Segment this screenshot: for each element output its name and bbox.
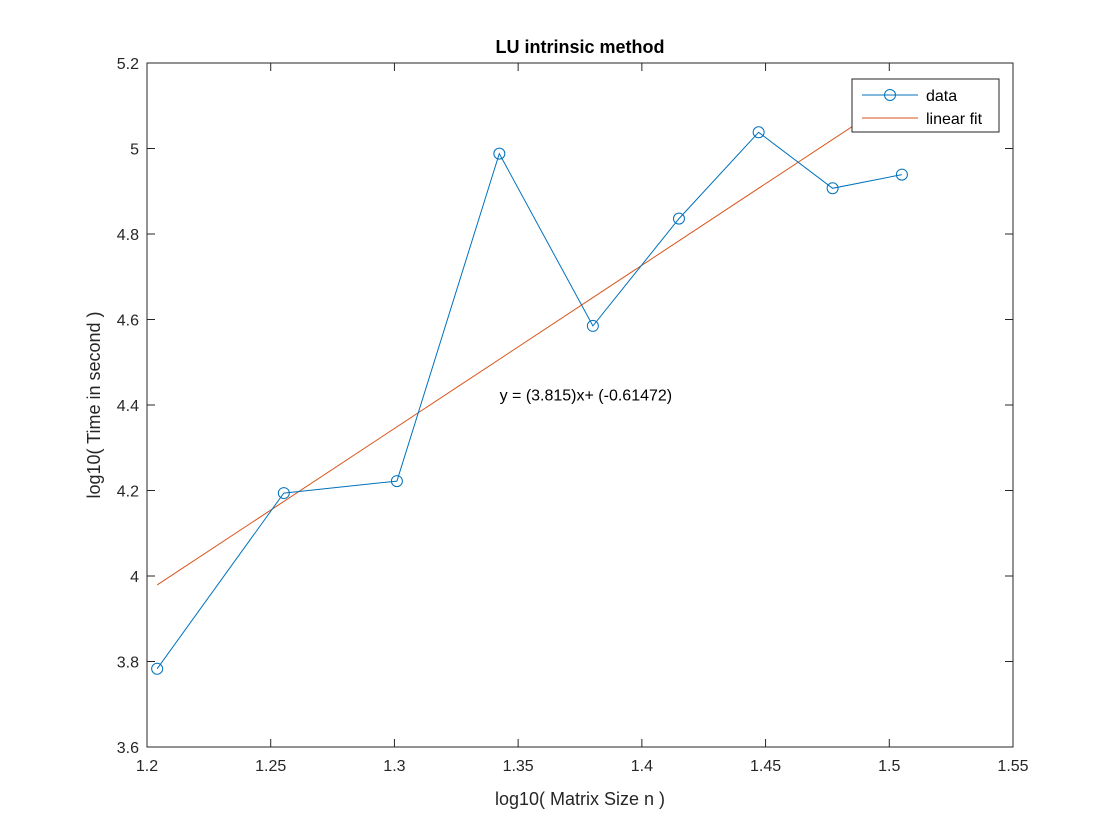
data-point-marker bbox=[390, 475, 403, 488]
series-line-linear-fit bbox=[156, 93, 903, 586]
y-tick-label: 4.4 bbox=[117, 398, 139, 415]
x-tick-label: 1.45 bbox=[750, 758, 781, 775]
x-tick-label: 1.4 bbox=[631, 758, 653, 775]
y-tick-label: 4.8 bbox=[117, 227, 139, 244]
y-tick-label: 5 bbox=[130, 142, 139, 159]
data-point-marker bbox=[493, 147, 506, 160]
y-tick-label: 4 bbox=[130, 569, 139, 586]
x-tick-label: 1.2 bbox=[136, 758, 158, 775]
legend-label-data: data bbox=[926, 88, 957, 105]
x-tick-label: 1.55 bbox=[997, 758, 1028, 775]
data-point-marker bbox=[586, 319, 599, 332]
data-point-marker bbox=[752, 126, 765, 139]
y-tick-label: 3.8 bbox=[117, 655, 139, 672]
x-tick-label: 1.25 bbox=[255, 758, 286, 775]
legend-box bbox=[851, 78, 1000, 133]
y-tick-label: 4.2 bbox=[117, 484, 139, 501]
series-line-data bbox=[156, 131, 902, 670]
series-layer bbox=[151, 93, 908, 675]
data-point-marker bbox=[826, 182, 839, 195]
data-point-marker bbox=[151, 662, 164, 675]
legend-marker-data bbox=[884, 89, 896, 101]
y-tick-label: 4.6 bbox=[117, 313, 139, 330]
data-point-marker bbox=[672, 212, 685, 225]
fit-equation-annotation: y = (3.815)x+ (-0.61472) bbox=[500, 388, 673, 405]
data-point-marker bbox=[895, 168, 908, 181]
legend-label-linear-fit: linear fit bbox=[926, 111, 983, 128]
legend: data linear fit bbox=[851, 78, 1000, 133]
x-axis-title: log10( Matrix Size n ) bbox=[495, 789, 665, 809]
x-tick-label: 1.5 bbox=[878, 758, 900, 775]
y-tick-label: 3.6 bbox=[117, 740, 139, 757]
tick-layer: 1.2 1.25 1.3 1.35 1.4 1.45 1.5 1.55 3.6 3.8 4 4.2 4.… bbox=[117, 56, 1029, 775]
data-point-marker bbox=[277, 487, 290, 500]
chart-title: LU intrinsic method bbox=[495, 37, 664, 57]
y-axis-title: log10( Time in second ) bbox=[84, 311, 104, 498]
x-tick-label: 1.35 bbox=[503, 758, 534, 775]
x-tick-label: 1.3 bbox=[383, 758, 405, 775]
y-tick-label: 5.2 bbox=[117, 56, 139, 73]
plot-area bbox=[146, 62, 1014, 748]
